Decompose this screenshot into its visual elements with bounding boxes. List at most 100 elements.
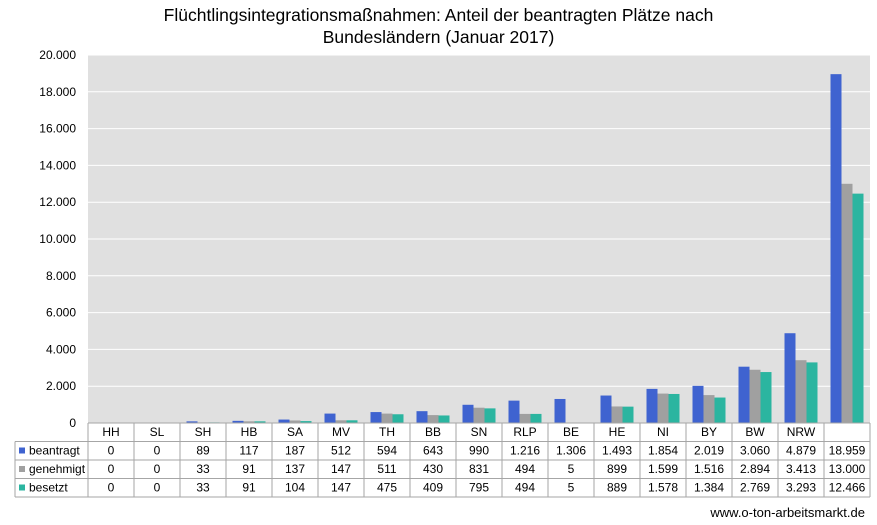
- bar-besetzt-NI: [668, 393, 680, 423]
- data-label-besetzt: 5: [568, 481, 575, 495]
- data-label-besetzt: 1.578: [648, 481, 678, 495]
- data-label-beantragt: 1.854: [648, 444, 678, 458]
- bar-beantragt-total: [830, 74, 842, 423]
- bar-beantragt-SA: [278, 419, 290, 423]
- legend-label-genehmigt: genehmigt: [29, 462, 86, 476]
- bar-genehmigt-RLP: [519, 413, 531, 423]
- data-label-beantragt: 1.306: [556, 444, 586, 458]
- category-label: HB: [241, 425, 258, 439]
- data-label-beantragt: 4.879: [786, 444, 816, 458]
- data-label-besetzt: 0: [154, 481, 161, 495]
- legend-label-besetzt: besetzt: [29, 481, 68, 495]
- bars: [186, 74, 864, 423]
- bar-beantragt-BY: [692, 385, 704, 423]
- data-label-besetzt: 3.293: [786, 481, 816, 495]
- bar-besetzt-total: [852, 193, 864, 423]
- data-label-beantragt: 18.959: [829, 444, 866, 458]
- legend-label-beantragt: beantragt: [29, 444, 80, 458]
- bar-genehmigt-NI: [657, 393, 669, 423]
- category-label: HH: [102, 425, 119, 439]
- bar-besetzt-HE: [622, 406, 634, 423]
- bar-genehmigt-HE: [611, 406, 623, 423]
- bar-besetzt-TH: [392, 414, 404, 423]
- chart-title: Flüchtlingsintegrationsmaßnahmen: Anteil…: [0, 4, 877, 48]
- bar-beantragt-NRW: [784, 333, 796, 423]
- y-tick-label: 0: [69, 416, 76, 430]
- data-label-beantragt: 187: [285, 444, 305, 458]
- data-label-beantragt: 117: [239, 444, 258, 458]
- data-label-besetzt: 409: [423, 481, 443, 495]
- bar-genehmigt-BB: [427, 415, 439, 423]
- category-label: BY: [701, 425, 717, 439]
- bar-beantragt-BE: [554, 398, 566, 423]
- data-label-besetzt: 2.769: [740, 481, 770, 495]
- data-label-beantragt: 643: [423, 444, 443, 458]
- y-tick-label: 18.000: [39, 85, 76, 99]
- data-label-genehmigt: 137: [285, 462, 305, 476]
- bar-beantragt-SN: [462, 404, 474, 423]
- data-label-beantragt: 0: [154, 444, 161, 458]
- y-tick-label: 12.000: [39, 195, 76, 209]
- data-label-besetzt: 475: [377, 481, 397, 495]
- bar-genehmigt-SA: [289, 420, 301, 423]
- y-axis-ticks: 0 2.000 4.000 6.000 8.000 10.000 12.000 14.000 1…: [39, 48, 76, 430]
- data-label-beantragt: 89: [196, 444, 210, 458]
- data-label-beantragt: 990: [469, 444, 489, 458]
- bar-besetzt-SN: [484, 408, 496, 423]
- bar-beantragt-MV: [324, 413, 336, 423]
- data-label-genehmigt: 831: [469, 462, 489, 476]
- data-label-genehmigt: 494: [515, 462, 535, 476]
- bar-beantragt-RLP: [508, 400, 520, 423]
- data-label-genehmigt: 511: [377, 462, 396, 476]
- category-label: BW: [745, 425, 765, 439]
- legend-swatch-beantragt: [19, 447, 25, 454]
- data-label-besetzt: 1.384: [694, 481, 724, 495]
- bar-besetzt-BW: [760, 372, 772, 423]
- bar-besetzt-BY: [714, 397, 726, 423]
- data-label-genehmigt: 13.000: [829, 462, 866, 476]
- y-tick-label: 20.000: [39, 48, 76, 62]
- data-label-genehmigt: 0: [108, 462, 115, 476]
- data-label-genehmigt: 0: [154, 462, 161, 476]
- category-label: RLP: [513, 425, 536, 439]
- data-label-genehmigt: 5: [568, 462, 575, 476]
- data-label-genehmigt: 33: [196, 462, 210, 476]
- data-label-beantragt: 512: [331, 444, 351, 458]
- y-tick-label: 8.000: [46, 269, 76, 283]
- bar-genehmigt-SN: [473, 407, 485, 423]
- data-label-genehmigt: 3.413: [786, 462, 816, 476]
- bar-beantragt-SH: [186, 421, 198, 423]
- bar-beantragt-TH: [370, 412, 382, 423]
- bar-besetzt-RLP: [530, 413, 542, 423]
- category-label: BE: [563, 425, 579, 439]
- data-label-beantragt: 3.060: [740, 444, 770, 458]
- data-label-besetzt: 0: [108, 481, 115, 495]
- category-label: NI: [657, 425, 669, 439]
- data-label-beantragt: 2.019: [694, 444, 724, 458]
- bar-genehmigt-TH: [381, 413, 393, 423]
- data-label-besetzt: 104: [285, 481, 305, 495]
- data-label-besetzt: 795: [469, 481, 489, 495]
- data-label-besetzt: 889: [607, 481, 627, 495]
- source-label: www.o-ton-arbeitsmarkt.de: [710, 505, 865, 520]
- legend-swatch-genehmigt: [19, 466, 25, 472]
- data-label-besetzt: 147: [331, 481, 351, 495]
- bar-beantragt-BB: [416, 411, 428, 423]
- category-label: BB: [425, 425, 441, 439]
- y-tick-label: 14.000: [39, 158, 76, 172]
- y-tick-label: 4.000: [46, 342, 76, 356]
- bar-besetzt-MV: [346, 420, 358, 423]
- data-label-genehmigt: 430: [423, 462, 443, 476]
- bar-beantragt-BW: [738, 366, 750, 423]
- y-tick-label: 10.000: [39, 232, 76, 246]
- data-label-genehmigt: 1.599: [648, 462, 678, 476]
- data-label-beantragt: 0: [108, 444, 115, 458]
- bar-genehmigt-total: [841, 183, 853, 423]
- chart-title-line-1: Flüchtlingsintegrationsmaßnahmen: Anteil…: [163, 5, 714, 25]
- category-label: NRW: [787, 425, 816, 439]
- bar-genehmigt-MV: [335, 420, 347, 423]
- data-label-genehmigt: 2.894: [740, 462, 770, 476]
- category-label: SH: [195, 425, 212, 439]
- data-label-besetzt: 91: [242, 481, 256, 495]
